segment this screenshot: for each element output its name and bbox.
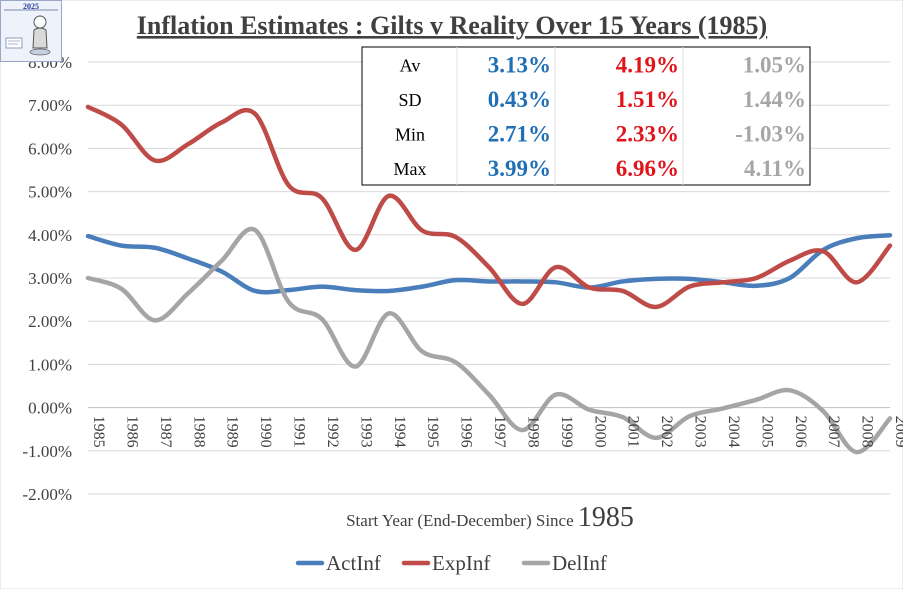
stats-cell-actinf: 3.99% [488, 156, 551, 181]
y-tick-label: 2.00% [28, 312, 72, 331]
x-tick-label: 1990 [257, 416, 274, 448]
y-tick-label: 3.00% [28, 269, 72, 288]
x-tick-label: 2000 [591, 416, 608, 448]
x-axis-ticks: 1985 1986 1987 1988 1989 1990 1991 1992 1993 1994… [90, 416, 903, 448]
legend-label-expinf: ExpInf [432, 551, 490, 575]
stats-cell-expinf: 1.51% [616, 87, 679, 112]
x-axis-label-year: 1985 [578, 502, 634, 533]
y-axis-ticks: -2.00% -1.00% 0.00% 1.00% 2.00% 3.00% 4.00% 5.0… [22, 53, 72, 504]
stats-cell-expinf: 6.96% [616, 156, 679, 181]
legend-label-actinf: ActInf [326, 551, 381, 575]
y-tick-label: 1.00% [28, 355, 72, 374]
stats-cell-actinf: 0.43% [488, 87, 551, 112]
x-tick-label: 1997 [491, 416, 508, 448]
legend-label-delinf: DelInf [552, 551, 607, 575]
x-tick-label: 2004 [725, 416, 742, 448]
y-tick-label: 7.00% [28, 96, 72, 115]
x-tick-label: 1994 [391, 416, 408, 448]
x-tick-label: 2002 [658, 416, 675, 448]
series-line-delinf [85, 226, 893, 455]
x-tick-label: 2005 [758, 416, 775, 448]
stats-cell-actinf: 3.13% [488, 52, 551, 77]
series-lines [85, 104, 893, 455]
stats-row-label: Max [394, 159, 427, 179]
x-tick-label: 1995 [424, 416, 441, 448]
x-tick-label: 1988 [190, 416, 207, 448]
stats-cell-actinf: 2.71% [488, 121, 551, 146]
stats-cell-delinf: -1.03% [735, 121, 806, 146]
x-tick-label: 2001 [625, 416, 642, 448]
chart-title: Inflation Estimates : Gilts v Reality Ov… [137, 11, 767, 40]
y-tick-label: 0.00% [28, 399, 72, 418]
x-tick-label: 2006 [792, 416, 809, 448]
stats-cell-expinf: 2.33% [616, 121, 679, 146]
x-tick-label: 1986 [123, 416, 140, 448]
brand-logo: 2025 [0, 0, 62, 62]
x-tick-label: 1989 [224, 416, 241, 448]
x-tick-label: 1999 [558, 416, 575, 448]
stats-row-label: Min [395, 124, 425, 144]
stats-cell-expinf: 4.19% [616, 52, 679, 77]
x-tick-label: 1998 [524, 416, 541, 448]
y-tick-label: 4.00% [28, 226, 72, 245]
stats-table: Av 3.13% 4.19% 1.05% SD 0.43% 1.51% 1.44% Min 2.7… [361, 46, 811, 186]
stats-cell-delinf: 1.44% [743, 87, 806, 112]
x-tick-label: 1992 [324, 416, 341, 448]
stats-row-label: SD [398, 90, 421, 110]
stats-cell-delinf: 1.05% [743, 52, 806, 77]
x-tick-label: 1993 [357, 416, 374, 448]
x-tick-label: 1991 [291, 416, 308, 448]
legend: ActInf ExpInf DelInf [295, 551, 607, 575]
x-tick-label: 2008 [859, 416, 876, 448]
x-tick-label: 2003 [692, 416, 709, 448]
x-tick-label: 1996 [458, 416, 475, 448]
x-tick-label: 1987 [157, 416, 174, 448]
stats-cell-delinf: 4.11% [744, 156, 806, 181]
y-tick-label: 5.00% [28, 183, 72, 202]
stats-row-label: Av [400, 55, 421, 75]
series-line-expinf [85, 104, 893, 310]
x-tick-label: 1985 [90, 416, 107, 448]
x-tick-label: 2007 [825, 416, 842, 448]
y-tick-label: -1.00% [22, 442, 72, 461]
x-axis-label: Start Year (End-December) Since 1985 [346, 502, 634, 533]
x-axis-label-prefix: Start Year (End-December) Since [346, 511, 578, 530]
series-line-actinf [85, 232, 893, 295]
y-tick-label: 6.00% [28, 139, 72, 158]
x-tick-label: 2009 [892, 416, 903, 448]
y-tick-label: -2.00% [22, 485, 72, 504]
logo-year: 2025 [23, 2, 39, 11]
stats-table-border [361, 46, 811, 186]
